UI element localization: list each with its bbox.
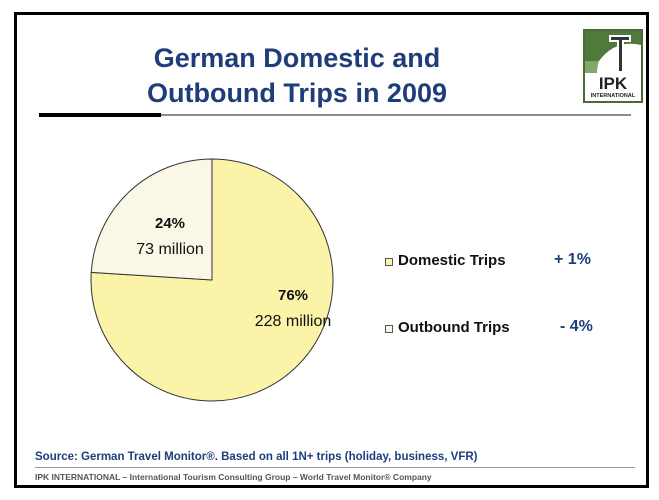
outbound-change-label: - 4% [560, 318, 593, 335]
logo-emblem-icon [585, 31, 641, 73]
title-underline-gray [161, 114, 631, 116]
slide: German Domestic and Outbound Trips in 20… [14, 12, 649, 488]
domestic-value-label: 228 million [254, 313, 332, 330]
title-underline-dark [39, 113, 161, 117]
legend-label-outbound: Outbound Trips [398, 319, 510, 336]
outbound-percent-label: 24% [154, 215, 186, 232]
title-line-2: Outbound Trips in 2009 [146, 78, 448, 108]
domestic-change-label: + 1% [554, 251, 591, 268]
legend-label-domestic: Domestic Trips [398, 252, 506, 269]
source-note: Source: German Travel Monitor®. Based on… [35, 451, 478, 463]
pie-slice-outbound [90, 158, 213, 281]
slide-title: German Domestic and Outbound Trips in 20… [87, 41, 507, 111]
ipk-logo: IPK INTERNATIONAL [583, 29, 643, 103]
pie-chart [90, 158, 334, 402]
legend-swatch-domestic [385, 258, 393, 266]
logo-text: IPK [598, 74, 628, 93]
footer-text: IPK INTERNATIONAL – International Touris… [35, 472, 432, 482]
outbound-value-label: 73 million [136, 241, 204, 258]
footer-divider [35, 467, 635, 468]
title-line-1: German Domestic and [153, 43, 441, 73]
logo-subtext: INTERNATIONAL [590, 93, 636, 99]
domestic-percent-label: 76% [277, 287, 309, 304]
legend-swatch-outbound [385, 325, 393, 333]
